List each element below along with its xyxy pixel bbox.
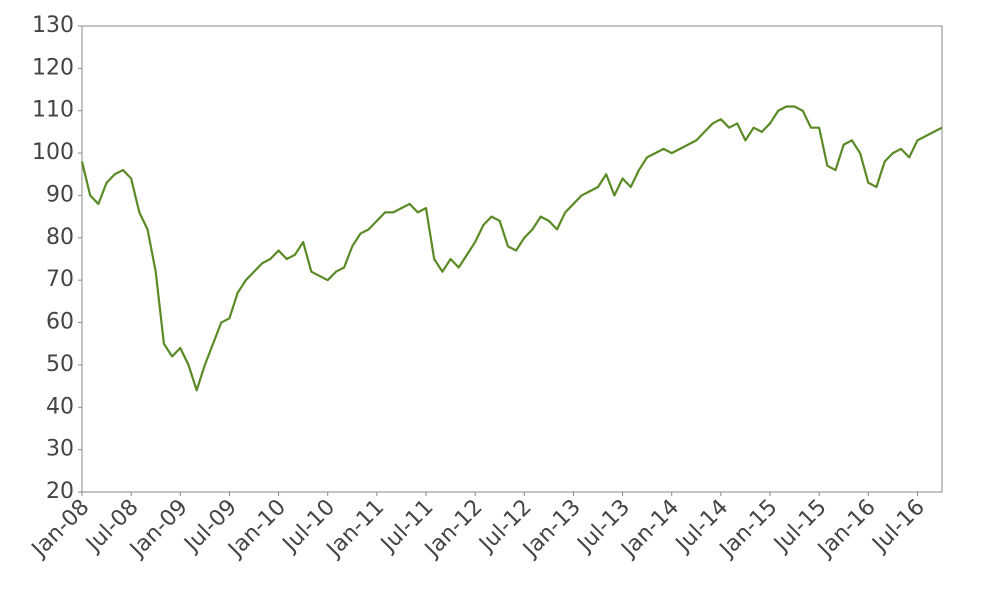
y-tick-label: 70 bbox=[46, 267, 74, 292]
x-tick-label: Jul-16 bbox=[867, 495, 930, 558]
y-tick-label: 80 bbox=[46, 225, 74, 250]
x-tick-label: Jan-08 bbox=[26, 495, 94, 563]
line bbox=[80, 105, 943, 392]
y-tick-label: 50 bbox=[46, 352, 74, 377]
y-tick-label: 110 bbox=[32, 98, 74, 123]
y-tick-label: 20 bbox=[46, 479, 74, 504]
y-tick-label: 120 bbox=[32, 55, 74, 80]
y-tick-label: 130 bbox=[32, 13, 74, 38]
y-tick-label: 90 bbox=[46, 182, 74, 207]
y-tick-label: 60 bbox=[46, 310, 74, 335]
y-tick-label: 40 bbox=[46, 394, 74, 419]
y-tick-label: 30 bbox=[46, 437, 74, 462]
y-tick-label: 100 bbox=[32, 140, 74, 165]
plot-frame bbox=[81, 25, 943, 493]
